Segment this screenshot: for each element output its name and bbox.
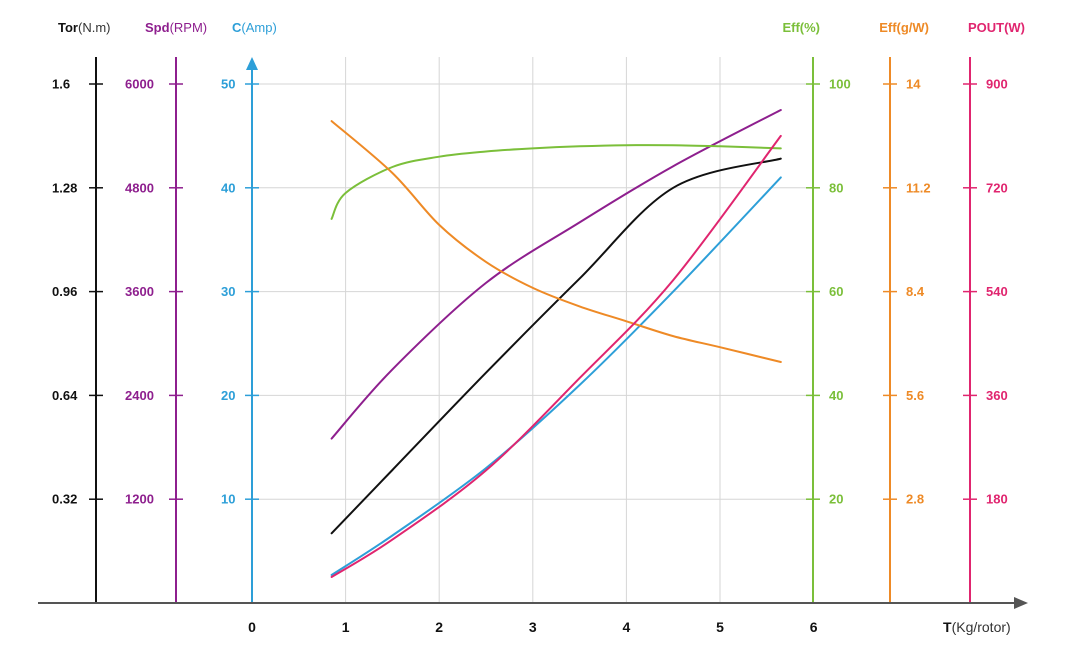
- cur-tick-label: 40: [221, 180, 235, 195]
- spd-axis-unit: (RPM): [170, 20, 208, 35]
- cur-tick-label: 10: [221, 492, 235, 507]
- eff-tick-label: 80: [829, 180, 843, 195]
- spd-tick-label: 3600: [125, 284, 154, 299]
- tor-axis-name: Tor: [58, 20, 78, 35]
- x-axis: 0 1 2 3 4 5 6 T(Kg/rotor): [38, 597, 1028, 635]
- x-axis-arrow-icon: [1014, 597, 1028, 609]
- effg-tick-label: 5.6: [906, 388, 924, 403]
- spd-tick-label: 4800: [125, 180, 154, 195]
- x-axis-unit: (Kg/rotor): [952, 619, 1011, 635]
- pout-tick-label: 180: [986, 492, 1008, 507]
- effg-axis-title: Eff(g/W): [879, 20, 929, 35]
- pout-tick-label: 900: [986, 77, 1008, 92]
- tor-tick-label: 1.6: [52, 77, 70, 92]
- tor-tick-label: 1.28: [52, 180, 77, 195]
- effg-tick-label: 2.8: [906, 492, 924, 507]
- tor-tick-label: 0.96: [52, 284, 77, 299]
- x-tick-label: 6: [810, 619, 818, 635]
- cur-tick-label: 30: [221, 284, 235, 299]
- cur-axis-name: C: [232, 20, 242, 35]
- current-series-line: [330, 176, 782, 576]
- tor-tick-label: 0.32: [52, 492, 77, 507]
- pout-tick-label: 540: [986, 284, 1008, 299]
- x-tick-label: 1: [342, 619, 350, 635]
- x-axis-title: T(Kg/rotor): [943, 619, 1011, 635]
- spd-tick-label: 1200: [125, 492, 154, 507]
- x-tick-label: 3: [529, 619, 537, 635]
- spd-axis-title: Spd(RPM): [145, 20, 207, 35]
- eff-tick-label: 20: [829, 492, 843, 507]
- data-series: [330, 109, 782, 578]
- cur-tick-label: 20: [221, 388, 235, 403]
- x-tick-label: 2: [435, 619, 443, 635]
- pout-tick-label: 360: [986, 388, 1008, 403]
- eff-axis-name: Eff(%): [782, 20, 820, 35]
- y-axes: Tor(N.m) 0.32 0.64 0.96 1.28 1.6 Spd(RPM) 1200 2…: [52, 20, 1025, 603]
- eff-axis-title: Eff(%): [782, 20, 820, 35]
- spd-axis-name: Spd: [145, 20, 170, 35]
- power-out-series-line: [330, 134, 782, 578]
- x-tick-label: 4: [623, 619, 631, 635]
- effg-tick-label: 11.2: [906, 180, 931, 195]
- cur-axis-unit: (Amp): [241, 20, 276, 35]
- cur-axis-arrow-icon: [246, 57, 258, 70]
- eff-tick-label: 60: [829, 284, 843, 299]
- pout-tick-label: 720: [986, 180, 1008, 195]
- tor-axis-unit: (N.m): [78, 20, 111, 35]
- cur-tick-label: 50: [221, 77, 235, 92]
- efficiency-g-w-series-line: [330, 120, 782, 363]
- spd-tick-label: 2400: [125, 388, 154, 403]
- cur-axis-title: C(Amp): [232, 20, 277, 35]
- pout-axis-title: POUT(W): [968, 20, 1025, 35]
- x-tick-label: 5: [716, 619, 724, 635]
- x-tick-label: 0: [248, 619, 256, 635]
- tor-tick-label: 0.64: [52, 388, 78, 403]
- eff-tick-label: 100: [829, 77, 851, 92]
- effg-axis-name: Eff(g/W): [879, 20, 929, 35]
- efficiency-series-line: [330, 144, 782, 220]
- spd-tick-label: 6000: [125, 77, 154, 92]
- effg-tick-label: 14: [906, 77, 921, 92]
- torque-series-line: [330, 157, 782, 535]
- grid: [252, 57, 813, 603]
- speed-series-line: [330, 109, 782, 440]
- x-axis-name: T: [943, 619, 952, 635]
- pout-axis-name: POUT(W): [968, 20, 1025, 35]
- eff-tick-label: 40: [829, 388, 843, 403]
- effg-tick-label: 8.4: [906, 284, 925, 299]
- tor-axis-title: Tor(N.m): [58, 20, 110, 35]
